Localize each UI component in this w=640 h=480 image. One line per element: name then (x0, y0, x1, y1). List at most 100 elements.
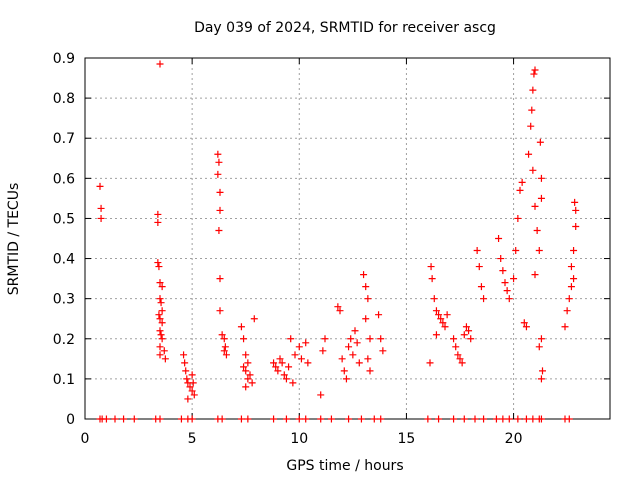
data-point (295, 343, 303, 351)
data-point (270, 359, 278, 367)
data-point (327, 415, 335, 423)
data-point (282, 375, 290, 383)
data-point (467, 335, 475, 343)
data-point (471, 415, 479, 423)
data-point (287, 335, 295, 343)
data-point (537, 194, 545, 202)
data-point (518, 178, 526, 186)
data-point (435, 415, 443, 423)
data-point (537, 335, 545, 343)
x-tick-label: 5 (188, 431, 197, 447)
data-point (214, 150, 222, 158)
x-tick-label: 0 (81, 431, 90, 447)
data-point (364, 295, 372, 303)
y-axis-label: SRMTID / TECUs (6, 183, 22, 296)
data-point (154, 259, 162, 267)
data-point (531, 66, 539, 74)
data-point (362, 315, 370, 323)
data-point (379, 347, 387, 355)
data-point (531, 202, 539, 210)
data-point (155, 263, 163, 271)
y-tick-label: 0.6 (53, 171, 75, 187)
data-point (499, 267, 507, 275)
data-point (366, 335, 374, 343)
data-point (222, 351, 230, 359)
data-point (505, 295, 513, 303)
data-point (480, 415, 488, 423)
data-point (531, 271, 539, 279)
data-point (529, 415, 537, 423)
data-point (154, 210, 162, 218)
data-point (528, 106, 536, 114)
data-point (357, 415, 365, 423)
data-point (533, 226, 541, 234)
data-point (342, 375, 350, 383)
data-point (561, 323, 569, 331)
data-point (158, 335, 166, 343)
data-point (572, 206, 580, 214)
data-point (246, 371, 254, 379)
data-point (276, 355, 284, 363)
data-point (215, 226, 223, 234)
data-point (529, 166, 537, 174)
data-point (460, 415, 468, 423)
data-point (280, 371, 288, 379)
data-point (570, 247, 578, 255)
data-point (530, 70, 538, 78)
data-point (297, 355, 305, 363)
data-point (366, 367, 374, 375)
data-point (155, 311, 163, 319)
data-point (512, 247, 520, 255)
data-point (492, 415, 500, 423)
data-point (535, 247, 543, 255)
data-point (177, 415, 185, 423)
data-point (572, 222, 580, 230)
y-tick-label: 0.1 (53, 372, 75, 388)
data-point (156, 60, 164, 68)
y-tick-label: 0.8 (53, 91, 75, 107)
data-point (216, 275, 224, 283)
data-point (218, 415, 226, 423)
data-point (377, 415, 385, 423)
data-point (565, 415, 573, 423)
data-point (362, 283, 370, 291)
data-point (430, 295, 438, 303)
data-point (377, 335, 385, 343)
data-point (462, 323, 470, 331)
data-point (360, 271, 368, 279)
x-axis-label: GPS time / hours (286, 458, 403, 474)
data-point (351, 327, 359, 335)
data-point (237, 415, 245, 423)
data-point (158, 283, 166, 291)
data-point (156, 327, 164, 335)
data-point (443, 311, 451, 319)
data-point (317, 391, 325, 399)
data-point (237, 323, 245, 331)
data-point (216, 307, 224, 315)
data-point (158, 319, 166, 327)
x-tick-label: 15 (398, 431, 416, 447)
chart-title: Day 039 of 2024, SRMTID for receiver asc… (194, 20, 496, 36)
data-point (304, 359, 312, 367)
data-point (156, 415, 164, 423)
data-point (180, 351, 188, 359)
data-point (537, 174, 545, 182)
data-point (529, 86, 537, 94)
data-point (244, 415, 252, 423)
data-point (345, 343, 353, 351)
data-point (181, 359, 189, 367)
data-point (567, 283, 575, 291)
data-point (96, 182, 104, 190)
data-point (527, 122, 535, 130)
data-point (240, 363, 248, 371)
data-point (214, 170, 222, 178)
data-point (435, 311, 443, 319)
data-point (157, 299, 165, 307)
data-point (158, 307, 166, 315)
x-tick-label: 20 (505, 431, 523, 447)
data-point (522, 415, 530, 423)
data-point (520, 319, 528, 327)
data-point (220, 347, 228, 355)
data-point (480, 295, 488, 303)
data-point (570, 275, 578, 283)
